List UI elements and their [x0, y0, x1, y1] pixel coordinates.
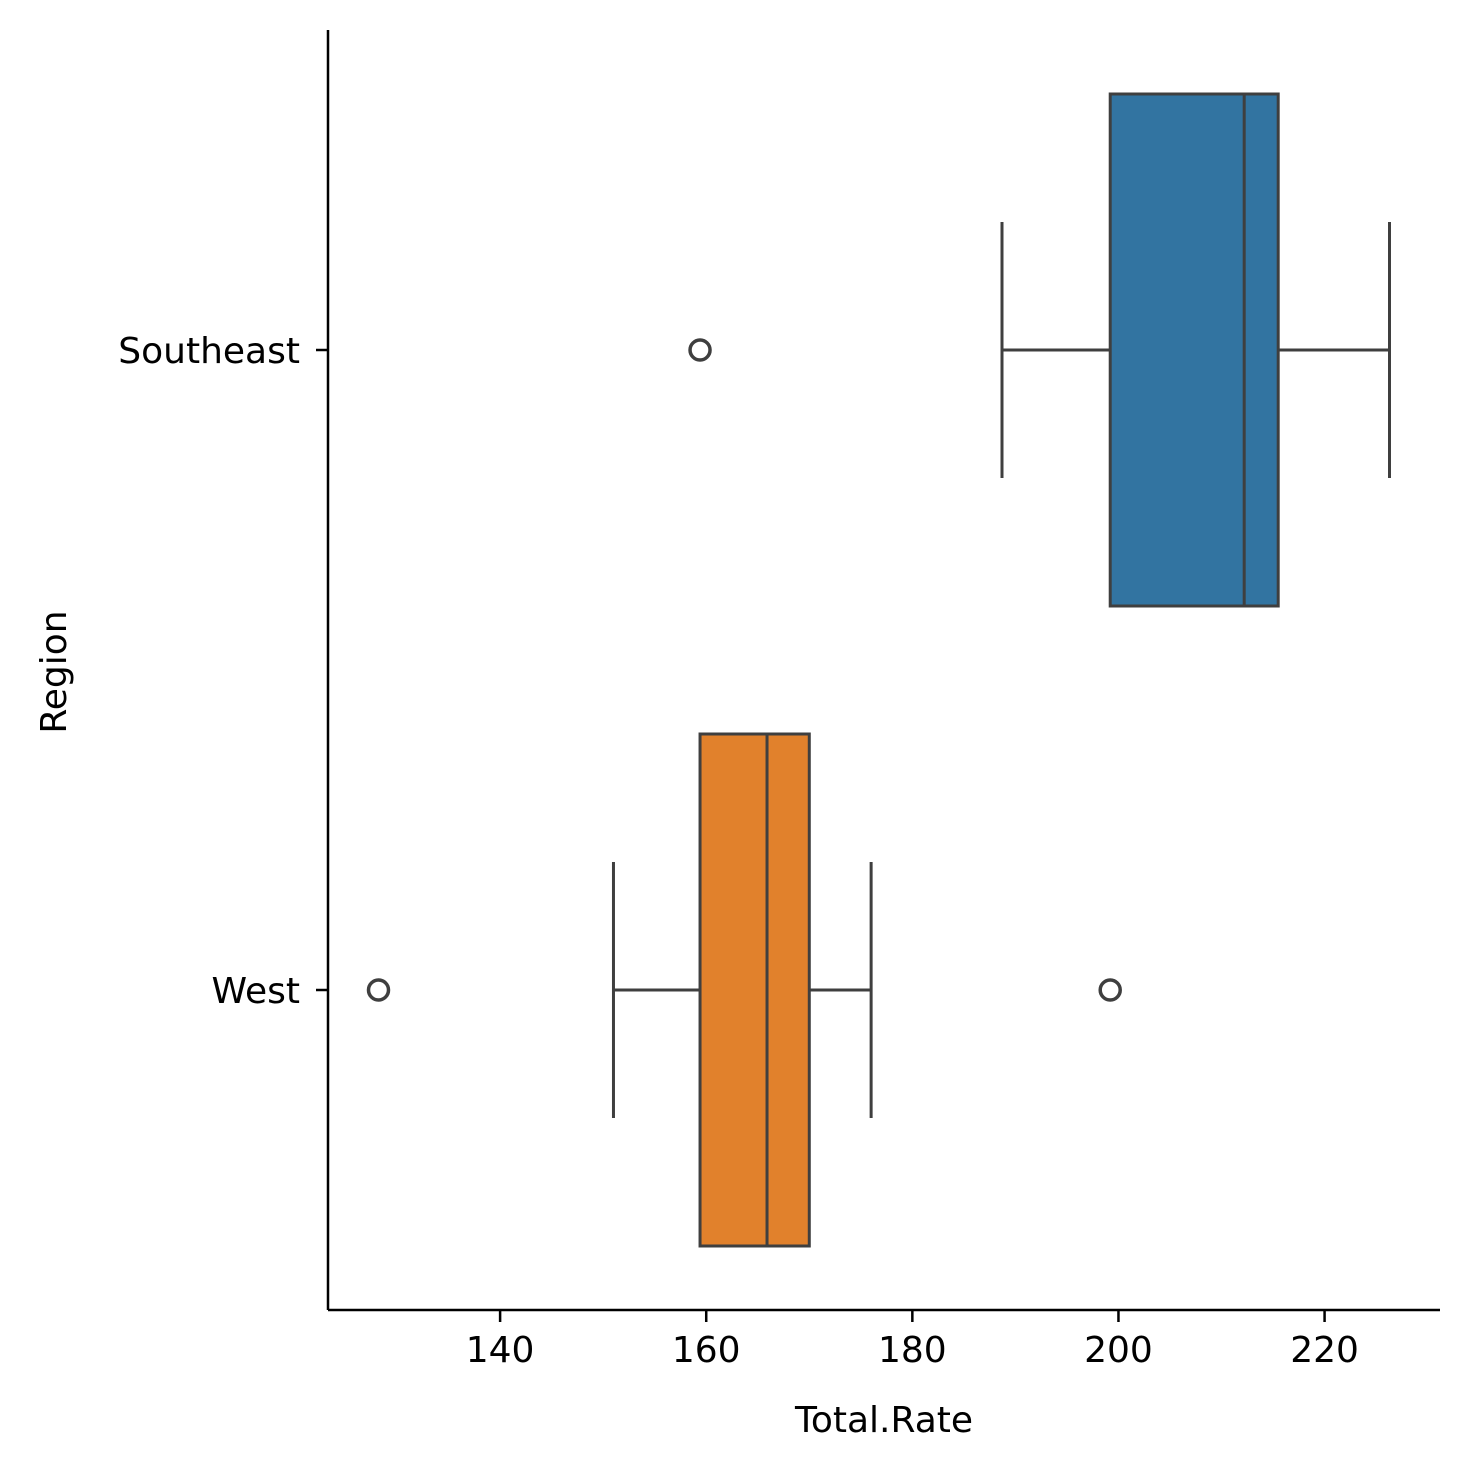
y-axis-ticks: Southeast West: [118, 331, 328, 1012]
iqr-box: [698, 732, 811, 1248]
box-group-west: [366, 732, 1122, 1248]
x-tick-label: 160: [672, 1330, 741, 1371]
x-tick-label: 140: [466, 1330, 535, 1371]
y-tick-label: Southeast: [118, 331, 300, 372]
plot-area: [366, 92, 1392, 1248]
y-axis-title: Region: [34, 610, 75, 733]
y-tick-label: West: [211, 971, 300, 1012]
outlier-point: [1098, 978, 1122, 1002]
outlier-point: [688, 338, 712, 362]
iqr-box: [1108, 92, 1280, 608]
x-axis-title: Total.Rate: [794, 1400, 973, 1441]
box-group-southeast: [688, 92, 1392, 608]
outlier-point: [366, 978, 391, 1002]
x-tick-label: 200: [1084, 1330, 1153, 1371]
x-tick-label: 180: [878, 1330, 947, 1371]
x-tick-label: 220: [1290, 1330, 1359, 1371]
x-axis-ticks: 140 160 180 200 220: [466, 1310, 1359, 1371]
